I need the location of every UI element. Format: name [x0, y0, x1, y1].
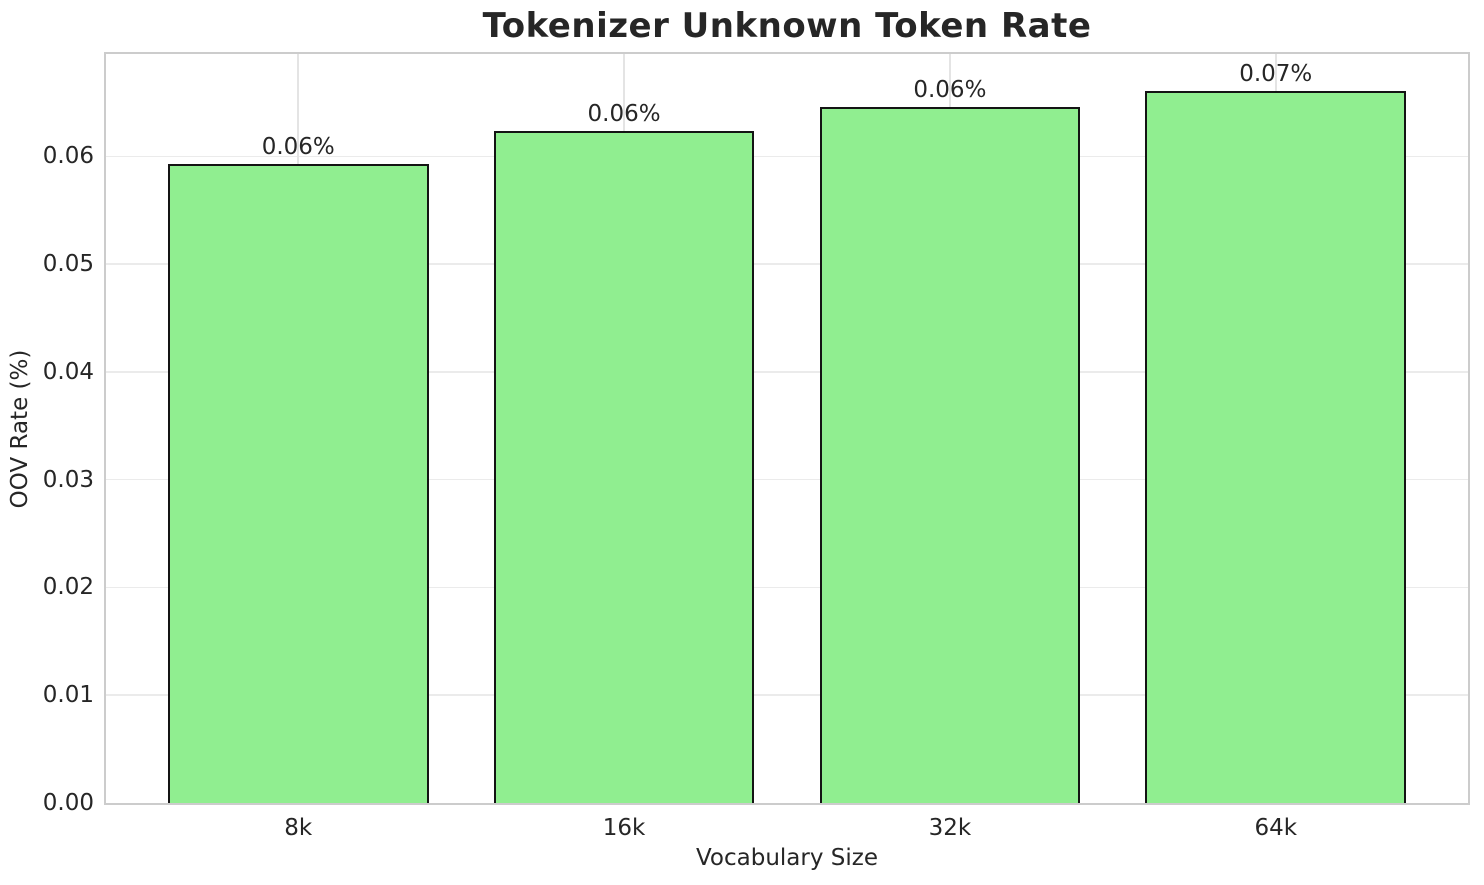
bar: [819, 106, 1081, 803]
x-tick-label: 8k: [284, 815, 313, 841]
bar-value-label: 0.06%: [587, 100, 661, 127]
x-tick-label: 64k: [1254, 815, 1298, 841]
chart-title: Tokenizer Unknown Token Rate: [482, 6, 1092, 46]
y-gridline: [106, 371, 1468, 373]
bar: [167, 163, 429, 803]
y-tick-label: 0.03: [42, 466, 94, 493]
x-tick-label: 32k: [928, 815, 972, 841]
y-tick-label: 0.01: [42, 682, 94, 709]
x-axis-label: Vocabulary Size: [695, 845, 878, 871]
y-tick-label: 0.06: [42, 143, 94, 170]
y-tick-label: 0.04: [42, 358, 94, 385]
bar-value-label: 0.06%: [913, 76, 987, 103]
y-gridline: [106, 478, 1468, 481]
y-gridline: [106, 586, 1468, 589]
bar: [1145, 90, 1407, 803]
bar-value-label: 0.06%: [261, 133, 335, 160]
x-tick-label: 16k: [602, 815, 646, 841]
bar: [493, 130, 755, 803]
y-tick-label: 0.02: [42, 574, 94, 601]
y-gridline: [106, 155, 1468, 158]
plot-area: 0.06% 0.06% 0.06% 0.07%: [104, 52, 1470, 805]
y-tick-label: 0.00: [42, 790, 94, 816]
y-tick-label: 0.05: [42, 251, 94, 278]
y-gridline: [106, 694, 1468, 696]
y-gridline: [106, 263, 1468, 265]
bar-value-label: 0.07%: [1239, 60, 1313, 87]
y-axis-label: OOV Rate (%): [7, 349, 33, 509]
